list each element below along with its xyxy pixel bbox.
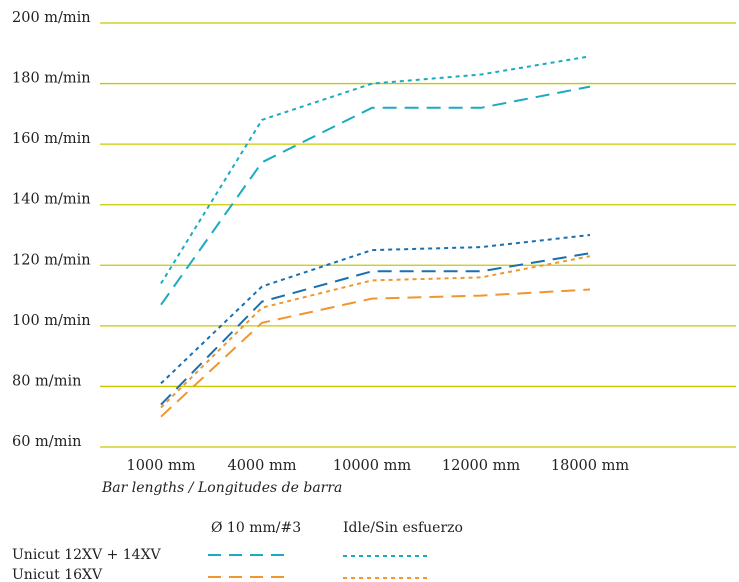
series-lines xyxy=(160,55,591,418)
x-tick-label-5: 18000 mm xyxy=(551,458,629,474)
legend-row-unicut-16xv: Unicut 16XV xyxy=(12,567,103,582)
x-tick-label-2: 4000 mm xyxy=(227,458,296,474)
series-line-5 xyxy=(160,255,591,409)
series-line-6 xyxy=(160,288,591,418)
x-axis-ticks: 1000 mm 4000 mm 10000 mm 12000 mm 18000 mm xyxy=(126,458,629,474)
x-tick-label-3: 10000 mm xyxy=(333,458,411,474)
y-tick-label-60: 60 m/min xyxy=(12,434,81,450)
legend-header-diameter: Ø 10 mm/#3 xyxy=(211,520,301,536)
y-tick-label-140: 140 m/min xyxy=(12,192,91,208)
y-tick-label-160: 160 m/min xyxy=(12,131,91,147)
y-tick-label-200: 200 m/min xyxy=(12,10,91,26)
series-line-1 xyxy=(160,85,591,306)
x-axis-label: Bar lengths / Longitudes de barra xyxy=(101,480,342,496)
grid-lines xyxy=(100,22,736,448)
series-line-3 xyxy=(160,252,591,406)
legend-row-unicut-12xv-14xv: Unicut 12XV + 14XV xyxy=(12,547,162,563)
y-axis-ticks: 60 m/min 80 m/min 100 m/min 120 m/min 140 m/… xyxy=(12,10,91,450)
y-tick-label-120: 120 m/min xyxy=(12,252,91,268)
legend: Ø 10 mm/#3 Idle/Sin esfuerzo Unicut 12XV… xyxy=(12,520,463,582)
series-line-4 xyxy=(160,234,591,385)
y-tick-label-180: 180 m/min xyxy=(12,71,91,87)
x-tick-label-1: 1000 mm xyxy=(126,458,195,474)
series-line-2 xyxy=(160,55,591,285)
y-tick-label-80: 80 m/min xyxy=(12,373,81,389)
x-tick-label-4: 12000 mm xyxy=(442,458,520,474)
legend-header-idle: Idle/Sin esfuerzo xyxy=(343,520,463,536)
y-tick-label-100: 100 m/min xyxy=(12,313,91,329)
